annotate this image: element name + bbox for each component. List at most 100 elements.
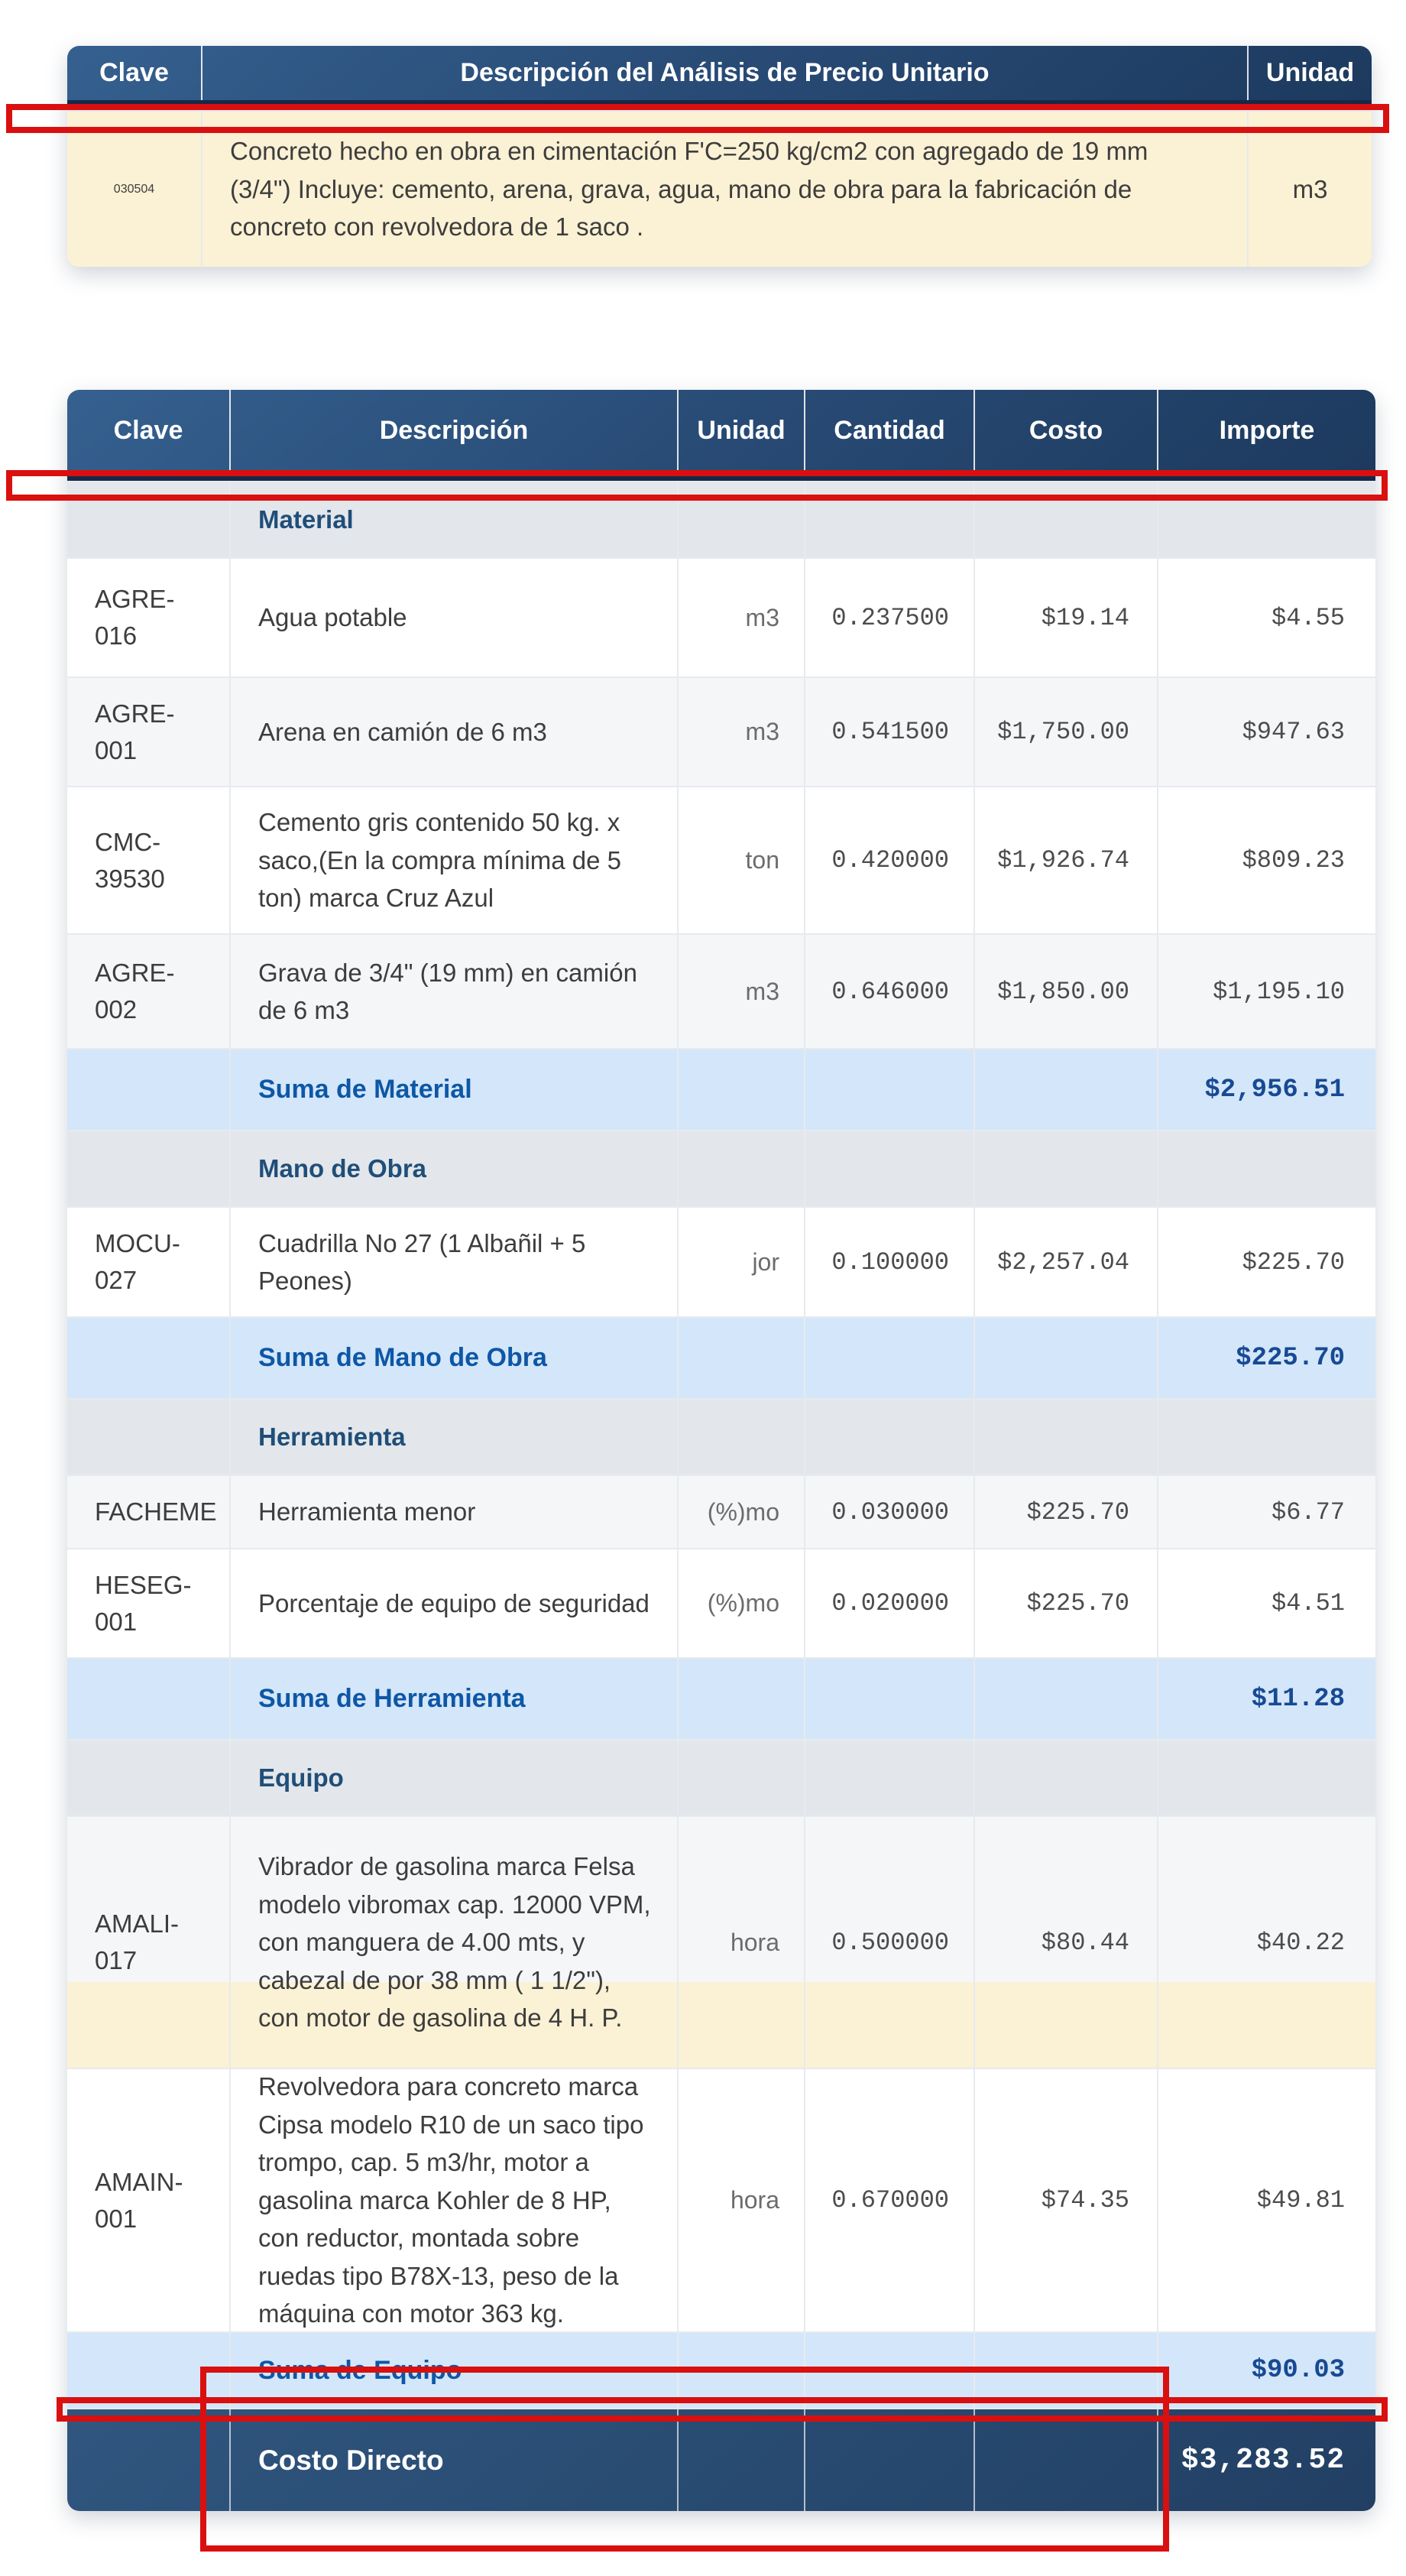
cell-costo: $80.44 xyxy=(974,1817,1157,2068)
row-description: Cuadrilla No 27 (1 Albañil + 5 Peones) xyxy=(258,1228,586,1296)
row-code: AGRE-001 xyxy=(95,699,175,764)
row-quantity: 0.646000 xyxy=(831,977,949,1006)
cell-clave: AGRE-002 xyxy=(67,935,229,1048)
cell-clave: CMC-39530 xyxy=(67,787,229,933)
cell-cantidad: 0.237500 xyxy=(804,559,974,676)
section-row-material: Material xyxy=(67,481,1375,557)
table-row-highlighted: AMALI-017 Vibrador de gasolina marca Fel… xyxy=(67,1815,1375,2068)
row-quantity: 0.500000 xyxy=(831,1928,949,1957)
cell-empty xyxy=(1157,1131,1375,1206)
table-row: CMC-39530 Cemento gris contenido 50 kg. … xyxy=(67,786,1375,933)
row-cost: $1,926.74 xyxy=(997,846,1129,874)
row-description: Arena en camión de 6 m3 xyxy=(258,717,547,746)
breakdown-table: Clave Descripción Unidad Cantidad Costo … xyxy=(67,390,1375,2511)
row-quantity: 0.237500 xyxy=(831,603,949,632)
cell-costo: $74.35 xyxy=(974,2069,1157,2331)
cell-empty xyxy=(677,1659,804,1739)
header-cell-unidad: Unidad xyxy=(677,390,804,471)
cell-costo: $1,926.74 xyxy=(974,787,1157,933)
cell-costo: $19.14 xyxy=(974,559,1157,676)
concept-row: 030504 Concreto hecho en obra en cimenta… xyxy=(67,110,1372,267)
cell-cantidad: 0.646000 xyxy=(804,935,974,1048)
row-amount: $4.55 xyxy=(1271,603,1345,632)
suma-row-mano-de-obra: Suma de Mano de Obra $225.70 xyxy=(67,1316,1375,1398)
cell-clave: HESEG-001 xyxy=(67,1549,229,1657)
cell-empty xyxy=(974,1400,1157,1475)
cell-descripcion: Concreto hecho en obra en cimentación F'… xyxy=(201,112,1247,267)
row-code: AGRE-002 xyxy=(95,959,175,1024)
cell-unidad: m3 xyxy=(677,935,804,1048)
cell-unidad: m3 xyxy=(1247,112,1372,267)
cell-empty xyxy=(974,482,1157,557)
cell-clave: FACHEME xyxy=(67,1476,229,1548)
cell-unidad: (%)mo xyxy=(677,1549,804,1657)
row-quantity: 0.030000 xyxy=(831,1497,949,1526)
cell-empty xyxy=(974,1318,1157,1398)
cell-clave: AMAIN-001 xyxy=(67,2069,229,2331)
concept-unit: m3 xyxy=(1292,174,1328,203)
table-row: AGRE-001 Arena en camión de 6 m3 m3 0.54… xyxy=(67,676,1375,786)
header-label: Descripción del Análisis de Precio Unita… xyxy=(460,58,990,87)
header-label: Cantidad xyxy=(834,415,945,445)
row-description: Grava de 3/4" (19 mm) en camión de 6 m3 xyxy=(258,958,637,1025)
section-title: Equipo xyxy=(229,1741,677,1815)
table-row: AGRE-016 Agua potable m3 0.237500 $19.14… xyxy=(67,557,1375,676)
cell-descripcion: Porcentaje de equipo de seguridad xyxy=(229,1549,677,1657)
row-code: HESEG-001 xyxy=(95,1570,192,1636)
row-description: Agua potable xyxy=(258,603,407,632)
row-unit: m3 xyxy=(745,718,779,745)
header-label: Clave xyxy=(113,415,183,445)
suma-value-text: $2,956.51 xyxy=(1204,1075,1345,1105)
cell-empty xyxy=(804,1050,974,1130)
cell-costo: $1,750.00 xyxy=(974,678,1157,786)
concept-table-header: Clave Descripción del Análisis de Precio… xyxy=(67,46,1372,110)
cell-empty xyxy=(67,1131,229,1206)
cell-cantidad: 0.420000 xyxy=(804,787,974,933)
cell-cantidad: 0.020000 xyxy=(804,1549,974,1657)
row-code: FACHEME xyxy=(95,1497,217,1526)
row-cost: $74.35 xyxy=(1041,2186,1129,2214)
cell-empty xyxy=(974,1741,1157,1815)
section-title-text: Equipo xyxy=(258,1763,344,1792)
cell-clave: MOCU-027 xyxy=(67,1208,229,1316)
row-amount: $49.81 xyxy=(1256,2186,1345,2214)
row-unit: (%)mo xyxy=(707,1497,779,1526)
row-description: Herramienta menor xyxy=(258,1497,476,1526)
cell-empty xyxy=(1157,1400,1375,1475)
row-cost: $1,750.00 xyxy=(997,718,1129,746)
section-title-text: Mano de Obra xyxy=(258,1154,427,1183)
header-cell-clave: Clave xyxy=(67,46,201,100)
suma-value-text: $11.28 xyxy=(1251,1684,1345,1714)
section-title-text: Herramienta xyxy=(258,1423,406,1452)
row-quantity: 0.420000 xyxy=(831,846,949,874)
header-label: Costo xyxy=(1029,415,1103,445)
row-unit: hora xyxy=(730,2186,779,2214)
annotation-strip-footer-border xyxy=(57,2397,1388,2422)
section-row-equipo: Equipo xyxy=(67,1739,1375,1815)
cell-empty xyxy=(804,2409,974,2511)
suma-label-text: Suma de Mano de Obra xyxy=(258,1343,547,1372)
section-title-text: Material xyxy=(258,505,354,534)
cell-empty xyxy=(1157,1741,1375,1815)
costo-directo-label: Costo Directo xyxy=(229,2409,677,2511)
header-cell-descripcion: Descripción del Análisis de Precio Unita… xyxy=(201,46,1247,100)
cell-empty xyxy=(67,1741,229,1815)
row-amount: $40.22 xyxy=(1256,1928,1345,1957)
suma-row-material: Suma de Material $2,956.51 xyxy=(67,1048,1375,1130)
row-code: CMC-39530 xyxy=(95,827,165,893)
row-cost: $225.70 xyxy=(1026,1589,1129,1617)
row-description: Vibrador de gasolina marca Felsa modelo … xyxy=(258,1852,651,2033)
cell-empty xyxy=(804,1659,974,1739)
cell-descripcion: Agua potable xyxy=(229,559,677,676)
row-amount: $947.63 xyxy=(1242,718,1345,746)
costo-directo-value: $3,283.52 xyxy=(1157,2409,1375,2511)
row-description: Porcentaje de equipo de seguridad xyxy=(258,1588,650,1617)
cell-empty xyxy=(67,1659,229,1739)
header-cell-costo: Costo xyxy=(974,390,1157,471)
cell-unidad: (%)mo xyxy=(677,1476,804,1548)
row-cost: $225.70 xyxy=(1026,1497,1129,1526)
suma-value: $2,956.51 xyxy=(1157,1050,1375,1130)
annotation-box-under-concept-header xyxy=(6,104,1389,133)
suma-value-text: $225.70 xyxy=(1236,1343,1345,1373)
